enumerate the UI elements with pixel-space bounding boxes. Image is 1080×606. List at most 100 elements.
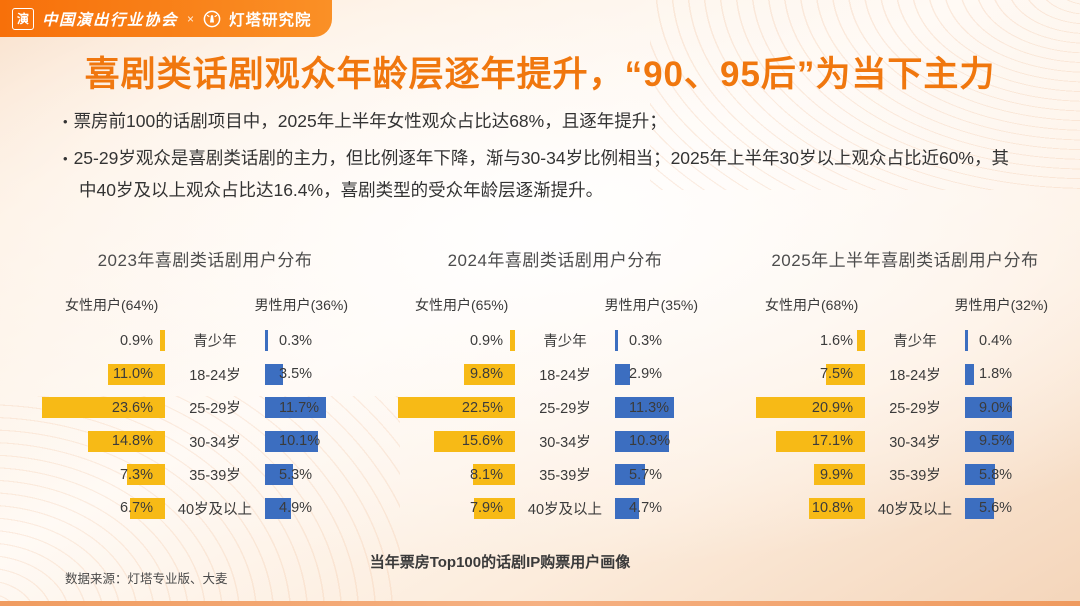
chart-rows: 0.9% 青少年 0.3% 11.0% 18-24岁 3.5% 23.6% 25… (40, 324, 370, 525)
age-row: 7.3% 35-39岁 5.3% (40, 458, 370, 492)
age-row: 0.9% 青少年 0.3% (390, 324, 720, 358)
male-bar (265, 430, 318, 452)
female-bar-cell: 22.5% (390, 397, 515, 419)
female-bar (472, 464, 515, 486)
male-value-label: 3.5% (279, 366, 313, 383)
male-bar-cell: 0.3% (265, 330, 370, 352)
male-value-label: 5.7% (629, 466, 663, 483)
male-value-label: 0.4% (979, 332, 1013, 349)
age-category-label: 35-39岁 (539, 468, 591, 485)
age-distribution-chart: 2025年上半年喜剧类话剧用户分布 女性用户(68%) 男性用户(32%) 1.… (740, 246, 1070, 525)
age-row: 7.9% 40岁及以上 4.7% (390, 492, 720, 526)
female-bar-cell: 7.9% (390, 497, 515, 519)
male-bar (265, 397, 326, 419)
female-bar-cell: 23.6% (40, 397, 165, 419)
male-bar (265, 464, 293, 486)
female-bar (127, 464, 165, 486)
male-bar (615, 430, 669, 452)
female-bar-cell: 8.1% (390, 464, 515, 486)
male-bar-cell: 5.8% (965, 464, 1070, 486)
male-bar (615, 363, 631, 385)
age-category-label: 35-39岁 (189, 468, 241, 485)
female-bar (160, 330, 165, 352)
age-row: 23.6% 25-29岁 11.7% (40, 391, 370, 425)
female-bar (808, 497, 865, 519)
male-bar-cell: 11.7% (265, 397, 370, 419)
male-bar (615, 397, 674, 419)
age-category-label: 18-24岁 (539, 367, 591, 384)
female-share-label: 女性用户(65%) (415, 297, 509, 313)
female-value-label: 10.8% (811, 500, 853, 517)
chart-rows: 1.6% 青少年 0.4% 7.5% 18-24岁 1.8% 20.9% 25-… (740, 324, 1070, 525)
age-category-label: 青少年 (893, 334, 937, 351)
female-bar-cell: 10.8% (740, 497, 865, 519)
age-category-label: 35-39岁 (889, 468, 941, 485)
female-value-label: 14.8% (111, 433, 153, 450)
male-value-label: 10.1% (279, 433, 321, 450)
male-value-label: 0.3% (629, 332, 663, 349)
chart-title: 2024年喜剧类话剧用户分布 (447, 251, 663, 270)
female-share-label: 女性用户(68%) (765, 297, 859, 313)
bottom-accent-strip (0, 601, 1080, 606)
female-bar-cell: 15.6% (390, 430, 515, 452)
age-row: 6.7% 40岁及以上 4.9% (40, 492, 370, 526)
male-value-label: 11.3% (629, 399, 670, 416)
female-value-label: 15.6% (461, 433, 503, 450)
female-bar (510, 330, 515, 352)
age-category-label: 40岁及以上 (877, 501, 953, 518)
male-value-label: 9.5% (979, 433, 1013, 450)
female-share-label: 女性用户(64%) (65, 297, 159, 313)
female-bar-cell: 0.9% (390, 330, 515, 352)
female-bar-cell: 17.1% (740, 430, 865, 452)
female-value-label: 7.5% (819, 366, 853, 383)
female-bar (42, 397, 165, 419)
female-bar-cell: 9.9% (740, 464, 865, 486)
female-bar (756, 397, 865, 419)
male-value-label: 5.8% (979, 466, 1013, 483)
bullet-age-trend: 25-29岁观众是喜剧类话剧的主力，但比例逐年下降，渐与30-34岁比例相当；2… (63, 143, 1023, 207)
association-name: 中国演出行业协会 (42, 9, 179, 29)
male-value-label: 2.9% (629, 366, 663, 383)
male-bar-cell: 4.9% (265, 497, 370, 519)
male-bar-cell: 10.1% (265, 430, 370, 452)
chart-title: 2025年上半年喜剧类话剧用户分布 (771, 251, 1039, 270)
male-value-label: 11.7% (279, 399, 320, 416)
data-source-note: 数据来源：灯塔专业版、大麦 (65, 572, 228, 586)
male-value-label: 5.6% (979, 500, 1013, 517)
male-value-label: 9.0% (979, 399, 1013, 416)
male-bar (615, 497, 640, 519)
male-bar-cell: 3.5% (265, 363, 370, 385)
chart-title: 2023年喜剧类话剧用户分布 (97, 251, 313, 270)
male-bar-cell: 2.9% (615, 363, 720, 385)
female-bar-cell: 6.7% (40, 497, 165, 519)
male-bar (965, 464, 996, 486)
male-bar-cell: 5.3% (265, 464, 370, 486)
female-value-label: 1.6% (819, 332, 853, 349)
female-bar (826, 363, 865, 385)
chart-rows: 0.9% 青少年 0.3% 9.8% 18-24岁 2.9% 22.5% 25-… (390, 324, 720, 525)
gender-share-row: 女性用户(64%) 男性用户(36%) (40, 295, 370, 315)
male-bar (965, 330, 968, 352)
female-value-label: 6.7% (119, 500, 153, 517)
page-title: 喜剧类话剧观众年龄层逐年提升，“90、95后”为当下主力 (84, 55, 996, 94)
female-value-label: 8.1% (469, 466, 503, 483)
bullet-female-share: 票房前100的话剧项目中，2025年上半年女性观众占比达68%，且逐年提升； (63, 106, 1023, 138)
age-row: 17.1% 30-34岁 9.5% (740, 425, 1070, 459)
female-bar (107, 363, 165, 385)
age-category-label: 青少年 (543, 334, 587, 351)
male-bar-cell: 5.7% (615, 464, 720, 486)
male-share-label: 男性用户(35%) (604, 297, 698, 313)
male-bar-cell: 0.3% (615, 330, 720, 352)
age-category-label: 18-24岁 (889, 367, 941, 384)
age-category-label: 30-34岁 (889, 434, 941, 451)
age-category-label: 25-29岁 (889, 401, 941, 418)
age-row: 8.1% 35-39岁 5.7% (390, 458, 720, 492)
male-bar (615, 464, 645, 486)
male-value-label: 4.9% (279, 500, 313, 517)
age-category-label: 25-29岁 (189, 401, 241, 418)
charts-row: 2023年喜剧类话剧用户分布 女性用户(64%) 男性用户(36%) 0.9% … (40, 246, 1070, 525)
male-bar-cell: 5.6% (965, 497, 1070, 519)
male-bar (615, 330, 618, 352)
